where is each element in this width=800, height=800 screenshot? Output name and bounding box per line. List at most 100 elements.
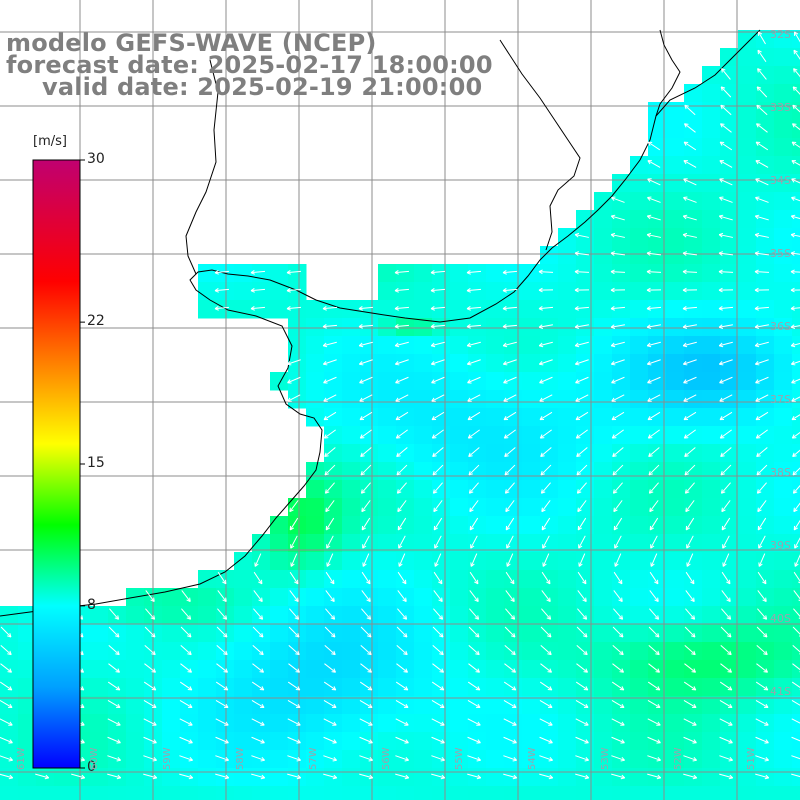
wind-cell — [684, 354, 703, 373]
wind-cell — [648, 570, 667, 589]
wind-cell — [324, 498, 343, 517]
wind-cell — [378, 642, 397, 661]
wind-arrow — [540, 626, 552, 638]
wind-cell — [360, 390, 379, 409]
wind-cell — [234, 696, 253, 715]
wind-arrow — [467, 718, 481, 726]
wind-cell — [288, 390, 307, 409]
wind-cell — [432, 426, 451, 445]
wind-arrow — [648, 447, 660, 458]
wind-cell — [612, 678, 631, 697]
wind-cell — [756, 84, 775, 103]
wind-arrow — [179, 755, 193, 762]
wind-arrow — [791, 160, 800, 166]
wind-cell — [450, 678, 469, 697]
wind-cell — [252, 588, 271, 607]
wind-arrow — [610, 232, 625, 238]
wind-arrow — [647, 411, 661, 421]
wind-arrow — [431, 376, 445, 384]
wind-cell — [414, 606, 433, 625]
wind-cell — [540, 678, 559, 697]
wind-cell — [774, 516, 793, 535]
longitude-label: 59W — [162, 747, 173, 770]
wind-arrow — [719, 394, 733, 402]
wind-cell — [342, 444, 361, 463]
wind-cell — [738, 768, 757, 787]
wind-cell — [522, 714, 541, 733]
wind-cell — [702, 354, 721, 373]
wind-cell — [414, 624, 433, 643]
wind-arrow — [179, 700, 193, 709]
wind-cell — [306, 498, 325, 517]
wind-cell — [396, 336, 415, 355]
wind-cell — [666, 426, 685, 445]
wind-arrow — [287, 376, 301, 384]
wind-arrow — [323, 755, 337, 762]
wind-cell — [630, 588, 649, 607]
wind-cell — [126, 624, 145, 643]
wind-arrow — [683, 736, 697, 744]
wind-cell — [702, 102, 721, 121]
wind-cell — [792, 660, 800, 679]
wind-arrow — [611, 429, 624, 439]
wind-arrow — [180, 626, 192, 638]
wind-cell — [738, 408, 757, 427]
wind-arrow — [577, 517, 587, 531]
wind-cell — [378, 480, 397, 499]
wind-cell — [540, 318, 559, 337]
wind-arrow — [466, 359, 481, 366]
wind-cell — [54, 768, 73, 787]
wind-arrow — [791, 736, 800, 742]
wind-cell — [378, 732, 397, 751]
wind-arrow — [288, 663, 300, 673]
wind-arrow — [469, 608, 480, 620]
wind-arrow — [791, 196, 800, 202]
wind-cell — [648, 696, 667, 715]
wind-arrow — [323, 376, 337, 384]
wind-cell — [648, 264, 667, 283]
wind-cell — [288, 516, 307, 535]
wind-arrow — [756, 104, 768, 116]
wind-cell — [270, 624, 289, 643]
wind-cell — [108, 678, 127, 697]
wind-cell — [702, 606, 721, 625]
wind-cell — [774, 48, 793, 67]
wind-cell — [432, 354, 451, 373]
wind-cell — [180, 786, 199, 800]
wind-cell — [756, 588, 775, 607]
wind-cell — [54, 786, 73, 800]
wind-cell — [792, 246, 800, 265]
wind-cell — [288, 660, 307, 679]
colorbar — [32, 159, 85, 769]
latitude-label: 36S — [770, 320, 791, 333]
wind-cell — [126, 768, 145, 787]
wind-cell — [432, 552, 451, 571]
wind-cell — [18, 768, 37, 787]
wind-cell — [666, 318, 685, 337]
wind-arrow — [538, 306, 554, 311]
wind-arrow — [755, 681, 769, 691]
wind-cell — [378, 372, 397, 391]
wind-arrow — [791, 431, 800, 439]
wind-cell — [522, 588, 541, 607]
wind-arrow — [395, 429, 408, 439]
wind-cell — [378, 714, 397, 733]
wind-arrow — [325, 571, 335, 585]
wind-cell — [666, 786, 685, 800]
wind-cell — [738, 264, 757, 283]
wind-arrow — [395, 394, 409, 402]
wind-cell — [738, 84, 757, 103]
wind-arrow — [611, 394, 625, 402]
wind-cell — [270, 552, 289, 571]
wind-arrow — [613, 608, 624, 620]
wind-cell — [684, 282, 703, 301]
wind-cell — [756, 516, 775, 535]
wind-cell — [432, 282, 451, 301]
wind-cell — [234, 300, 253, 319]
wind-cell — [414, 570, 433, 589]
wind-arrow — [719, 160, 733, 168]
wind-cell — [198, 624, 217, 643]
wind-arrow — [682, 324, 697, 329]
wind-cell — [270, 588, 289, 607]
wind-cell — [468, 462, 487, 481]
